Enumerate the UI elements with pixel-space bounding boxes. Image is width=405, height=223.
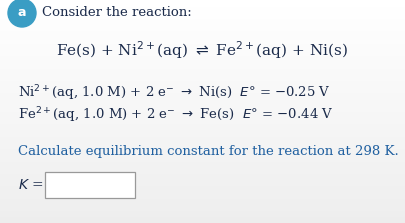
Text: Ni$^{2+}$(aq, 1.0 M) + 2 e$^{-}$ $\rightarrow$ Ni(s)  $E$° = $-$0.25 V: Ni$^{2+}$(aq, 1.0 M) + 2 e$^{-}$ $\right… [18,83,330,103]
Text: Fe(s) + Ni$^{2+}$(aq) $\rightleftharpoons$ Fe$^{2+}$(aq) + Ni(s): Fe(s) + Ni$^{2+}$(aq) $\rightleftharpoon… [56,39,348,61]
Text: Consider the reaction:: Consider the reaction: [42,6,192,19]
Text: Fe$^{2+}$(aq, 1.0 M) + 2 e$^{-}$ $\rightarrow$ Fe(s)  $E$° = $-$0.44 V: Fe$^{2+}$(aq, 1.0 M) + 2 e$^{-}$ $\right… [18,105,333,125]
Text: Calculate equilibrium constant for the reaction at 298 K.: Calculate equilibrium constant for the r… [18,145,399,157]
Text: a: a [18,6,26,19]
Text: $K$ =: $K$ = [18,178,44,192]
Circle shape [8,0,36,27]
FancyBboxPatch shape [45,172,135,198]
